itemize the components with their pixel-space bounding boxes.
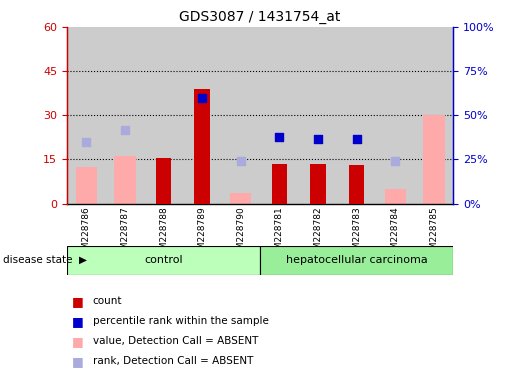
Text: ■: ■: [72, 315, 84, 328]
Bar: [67, 246, 260, 275]
Text: ■: ■: [72, 355, 84, 368]
Bar: [423, 115, 444, 204]
Point: [236, 158, 245, 164]
Bar: [385, 189, 406, 204]
Bar: [67, 27, 106, 204]
Bar: [230, 193, 251, 204]
Bar: [114, 156, 135, 204]
Bar: [337, 27, 376, 204]
Text: control: control: [144, 255, 183, 265]
Bar: [183, 27, 221, 204]
Bar: [260, 246, 453, 275]
Point: [82, 139, 91, 145]
Title: GDS3087 / 1431754_at: GDS3087 / 1431754_at: [179, 10, 341, 25]
Bar: [260, 27, 299, 204]
Text: disease state  ▶: disease state ▶: [3, 255, 87, 265]
Text: percentile rank within the sample: percentile rank within the sample: [93, 316, 269, 326]
Point: [121, 127, 129, 133]
Bar: [194, 89, 210, 204]
Bar: [144, 27, 183, 204]
Bar: [376, 27, 415, 204]
Bar: [221, 27, 260, 204]
Point: [391, 158, 400, 164]
Bar: [156, 158, 171, 204]
Point: [314, 136, 322, 142]
Point: [352, 136, 360, 142]
Text: rank, Detection Call = ABSENT: rank, Detection Call = ABSENT: [93, 356, 253, 366]
Bar: [349, 165, 364, 204]
Bar: [272, 164, 287, 204]
Bar: [299, 27, 337, 204]
Bar: [106, 27, 144, 204]
Text: ■: ■: [72, 335, 84, 348]
Text: ■: ■: [72, 295, 84, 308]
Text: hepatocellular carcinoma: hepatocellular carcinoma: [286, 255, 427, 265]
Bar: [415, 27, 453, 204]
Bar: [76, 167, 97, 204]
Bar: [310, 164, 325, 204]
Point: [198, 94, 206, 101]
Text: count: count: [93, 296, 122, 306]
Point: [275, 134, 283, 141]
Text: value, Detection Call = ABSENT: value, Detection Call = ABSENT: [93, 336, 258, 346]
